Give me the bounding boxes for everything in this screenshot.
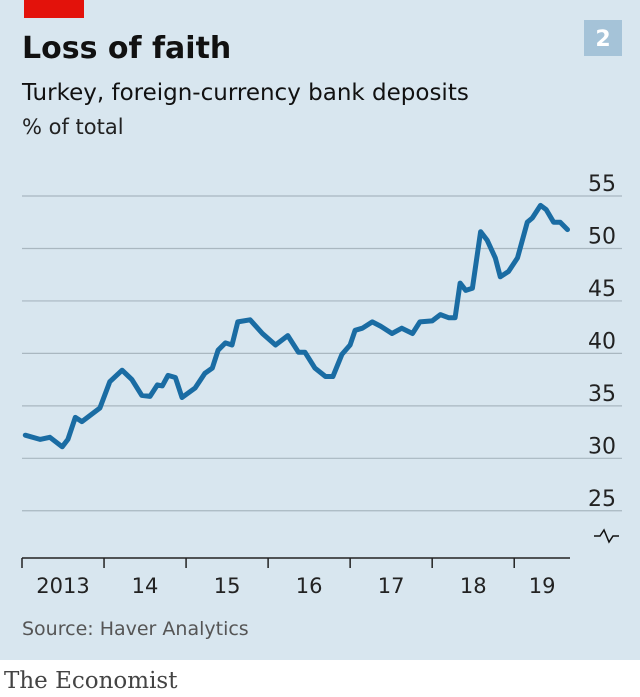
x-tick-label: 17 <box>378 574 405 598</box>
x-tick-label: 18 <box>460 574 487 598</box>
y-tick-label: 50 <box>588 224 616 249</box>
footer-band <box>0 660 640 697</box>
axis-break <box>594 528 619 544</box>
unit-label: % of total <box>22 115 124 139</box>
y-tick-label: 55 <box>588 172 616 197</box>
y-tick-label: 30 <box>588 434 616 459</box>
background <box>0 0 640 660</box>
data-line <box>22 202 570 450</box>
y-tick-label: 40 <box>588 329 616 354</box>
badge: 2 <box>595 27 610 52</box>
x-tick-label: 14 <box>132 574 159 598</box>
y-tick-label: 45 <box>588 277 616 302</box>
y-tick-label: 35 <box>588 382 616 407</box>
source: Source: Haver Analytics <box>22 618 249 640</box>
y-tick-label: 25 <box>588 487 616 512</box>
x-tick-label: 15 <box>214 574 241 598</box>
x-tick-label: 19 <box>529 574 556 598</box>
chart-title: Loss of faith <box>22 31 231 66</box>
x-tick-label: 2013 <box>36 574 89 598</box>
red-tag <box>24 0 84 18</box>
subtitle: Turkey, foreign-currency bank deposits <box>21 80 469 106</box>
badge-box <box>584 20 622 56</box>
brand: The Economist <box>4 668 178 694</box>
x-tick-label: 16 <box>296 574 323 598</box>
